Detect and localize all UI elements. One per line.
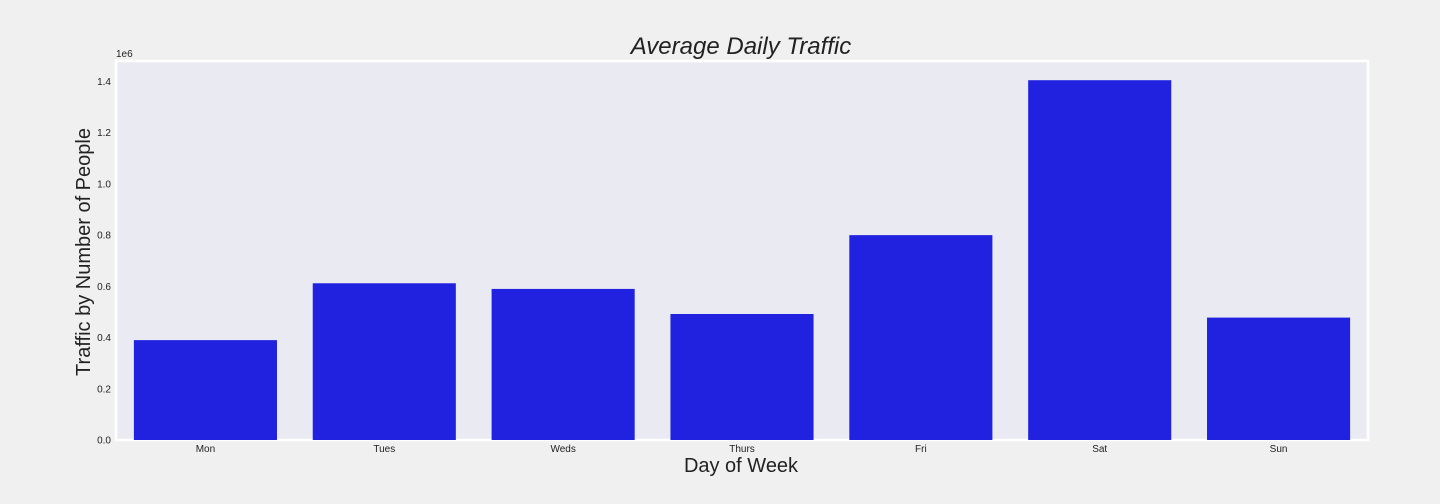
y-tick-label: 0.0: [97, 436, 111, 447]
x-axis-title: Day of Week: [684, 455, 799, 477]
x-tick-label: Mon: [196, 444, 215, 455]
plot-area: [114, 59, 1370, 442]
y-axis-title: Traffic by Number of People: [73, 128, 95, 376]
x-tick-label: Thurs: [729, 444, 755, 455]
bar-weds: [491, 288, 635, 440]
y-tick-label: 1.0: [97, 179, 111, 190]
x-tick-label: Sun: [1270, 444, 1288, 455]
bar-sat: [1028, 80, 1172, 440]
bar-mon: [133, 340, 277, 440]
bar-tues: [312, 283, 456, 440]
x-tick-label: Fri: [915, 444, 927, 455]
y-axis-scale-label: 1e6: [116, 49, 133, 60]
x-tick-label: Sat: [1092, 444, 1107, 455]
chart-title: Average Daily Traffic: [629, 33, 852, 60]
y-axis-ticks: 0.0 0.2 0.4 0.6 0.8 1.0 1.2 1.4: [97, 77, 111, 447]
x-tick-label: Weds: [550, 444, 575, 455]
y-tick-label: 0.6: [97, 282, 111, 293]
y-tick-label: 1.4: [97, 77, 111, 88]
y-tick-label: 0.8: [97, 231, 111, 242]
bar-series: [133, 80, 1351, 440]
y-tick-label: 0.4: [97, 333, 111, 344]
bar-fri: [849, 235, 993, 440]
bar-sun: [1207, 317, 1351, 440]
x-axis-ticks: Mon Tues Weds Thurs Fri Sat Sun: [196, 444, 1288, 455]
y-tick-label: 1.2: [97, 128, 111, 139]
bar-thurs: [670, 314, 814, 440]
y-tick-label: 0.2: [97, 384, 111, 395]
x-tick-label: Tues: [373, 444, 395, 455]
